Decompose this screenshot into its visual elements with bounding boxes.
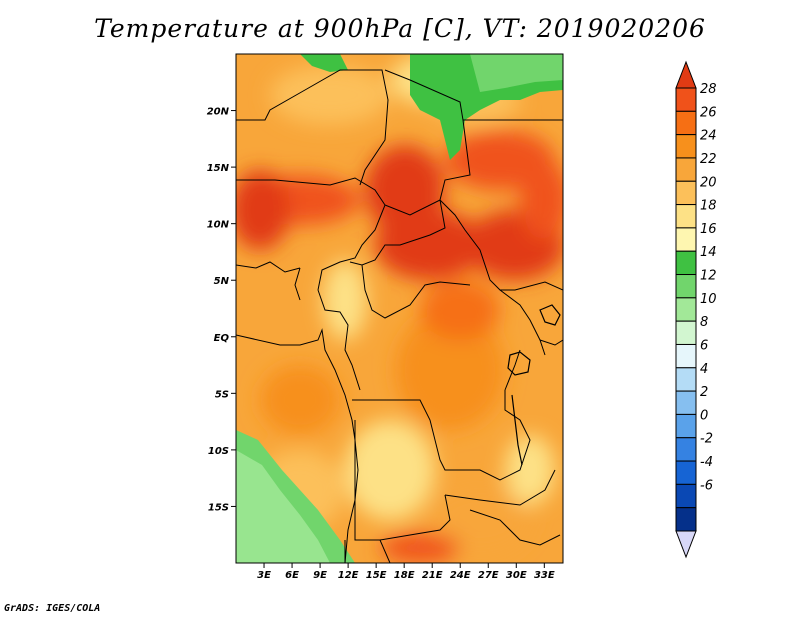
latitude-axis: 20N 15N 10N 5N EQ 5S 10S 15S xyxy=(207,107,236,513)
colorbar-label: 28 xyxy=(700,82,717,97)
lon-tick-label: 27E xyxy=(478,570,499,581)
colorbar-label: 20 xyxy=(700,175,717,190)
country-borders xyxy=(236,69,563,563)
colorbar-box xyxy=(675,343,697,369)
colorbar-box xyxy=(675,390,697,415)
colorbar-box xyxy=(675,483,697,509)
colorbar-boxes xyxy=(675,60,697,559)
cool-region-northeast-core xyxy=(470,54,563,92)
cool-ocean-sw-core xyxy=(236,450,330,563)
colorbar-label: 10 xyxy=(700,292,717,307)
colorbar-label: 2 xyxy=(700,385,708,400)
colorbar-label: 16 xyxy=(700,222,717,237)
colorbar-box xyxy=(675,87,697,112)
colorbar-label: 18 xyxy=(700,199,717,214)
colorbar-label: -2 xyxy=(700,432,713,447)
colorbar-label: 22 xyxy=(700,152,717,167)
lon-tick-label: 9E xyxy=(313,570,327,581)
lat-tick-label: 10N xyxy=(207,220,230,231)
colorbar-label: 24 xyxy=(700,129,717,144)
colorbar-box xyxy=(675,204,697,229)
colorbar-box xyxy=(675,413,697,439)
grads-credit: GrADS: IGES/COLA xyxy=(4,603,101,614)
colorbar-box xyxy=(675,180,697,206)
lon-tick-label: 30E xyxy=(506,570,527,581)
colorbar-box xyxy=(675,274,697,299)
colorbar-box xyxy=(675,227,697,252)
lakes xyxy=(507,304,561,466)
longitude-axis: 3E 6E 9E 12E 15E 18E 21E 24E 27E 30E 33E xyxy=(257,563,555,581)
lon-tick-label: 21E xyxy=(422,570,443,581)
colorbar-box xyxy=(675,250,697,276)
colorbar-bottom-triangle xyxy=(675,530,697,559)
colorbar-label: -4 xyxy=(700,455,713,470)
colorbar-box xyxy=(675,157,697,182)
colorbar-label: 26 xyxy=(700,105,717,120)
lat-tick-label: 10S xyxy=(208,446,229,457)
lon-tick-label: 24E xyxy=(450,570,471,581)
lat-tick-label: 5N xyxy=(214,276,230,287)
colorbar-label: 8 xyxy=(700,315,708,330)
colorbar-box xyxy=(675,460,697,485)
colorbar-top-triangle xyxy=(675,60,697,89)
colorbar-label: 6 xyxy=(700,338,708,353)
chart-title: Temperature at 900hPa [C], VT: 201902020… xyxy=(94,14,706,43)
colorbar-label: 12 xyxy=(700,269,717,284)
lon-tick-label: 18E xyxy=(394,570,415,581)
colorbar-box xyxy=(675,437,697,462)
colorbar-box xyxy=(675,110,697,136)
lat-tick-label: 15S xyxy=(208,502,229,513)
temperature-field xyxy=(236,54,563,563)
colorbar-box xyxy=(675,134,697,159)
colorbar-box xyxy=(675,320,697,345)
colorbar-label: 14 xyxy=(700,245,717,260)
lat-tick-label: 20N xyxy=(207,107,230,118)
lon-tick-label: 12E xyxy=(338,570,359,581)
lon-tick-label: 15E xyxy=(366,570,387,581)
colorbar-label: -6 xyxy=(700,478,713,493)
colorbar-box xyxy=(675,507,697,532)
lat-tick-label: EQ xyxy=(214,333,230,344)
coastline xyxy=(236,328,359,563)
lon-tick-label: 33E xyxy=(534,570,555,581)
lon-tick-label: 3E xyxy=(257,570,271,581)
lat-tick-label: 5S xyxy=(215,389,229,400)
colorbar-label: 4 xyxy=(700,362,708,377)
cool-region-north xyxy=(300,54,348,72)
colorbar-box xyxy=(675,297,697,322)
map-frame xyxy=(235,53,564,564)
lat-tick-label: 15N xyxy=(207,163,230,174)
colorbar-label: 0 xyxy=(700,408,708,423)
colorbar-box xyxy=(675,367,697,392)
lon-tick-label: 6E xyxy=(285,570,299,581)
